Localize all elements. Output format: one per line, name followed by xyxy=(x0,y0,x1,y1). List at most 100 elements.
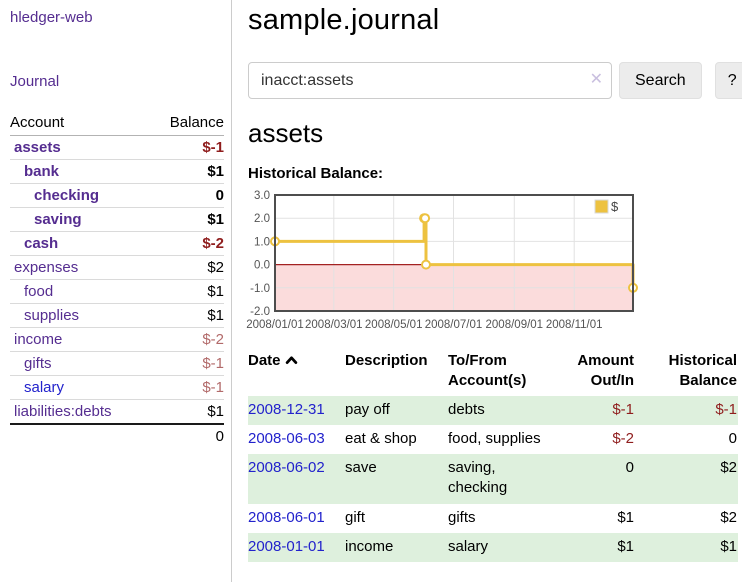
transaction-description: pay off xyxy=(345,400,390,418)
account-link[interactable]: salary xyxy=(24,379,65,396)
brand-link[interactable]: hledger-web xyxy=(10,9,93,26)
transaction-description: gift xyxy=(345,508,366,526)
account-link[interactable]: saving xyxy=(34,211,82,228)
account-row: assets $-1 xyxy=(10,136,224,160)
transaction-date-link[interactable]: 2008-06-01 xyxy=(248,508,325,526)
register-col-accounts: To/From Account(s) xyxy=(448,352,527,389)
transaction-balance: $2 xyxy=(720,508,737,526)
account-link[interactable]: checking xyxy=(34,187,100,204)
account-balance: $-1 xyxy=(202,139,224,156)
account-link[interactable]: bank xyxy=(24,163,60,180)
account-link[interactable]: assets xyxy=(14,139,61,156)
main-panel: sample.journal ✕ Search ? assets Histori… xyxy=(232,0,742,582)
svg-text:2008/09/01: 2008/09/01 xyxy=(486,319,544,331)
account-balance: $1 xyxy=(149,159,224,184)
account-row: income $-2 xyxy=(10,327,224,352)
transaction-date-link[interactable]: 2008-01-01 xyxy=(248,537,325,555)
svg-text:2008/03/01: 2008/03/01 xyxy=(305,319,363,331)
accounts-total-balance: 0 xyxy=(149,423,224,448)
historical-balance-chart: $3.0 2.0 1.0 0.0 -1.0 -2.0 2008/01/01 2008/03/0… xyxy=(246,190,742,340)
sidebar-item-journal[interactable]: Journal xyxy=(10,73,60,90)
accounts-header-row: Account Balance xyxy=(10,111,224,136)
accounts-col-balance: Balance xyxy=(149,111,224,136)
transaction-description: income xyxy=(345,537,394,555)
search-input[interactable] xyxy=(248,62,612,99)
account-row: supplies $1 xyxy=(10,303,224,328)
accounts-col-account: Account xyxy=(10,111,150,136)
account-row: bank $1 xyxy=(10,159,224,184)
search-button[interactable]: Search xyxy=(619,62,702,99)
help-button[interactable]: ? xyxy=(714,62,742,99)
search-box: ✕ xyxy=(248,62,612,99)
register-row: 2008-06-01 gift gifts $1 $2 xyxy=(248,504,738,533)
account-link[interactable]: income xyxy=(14,331,63,348)
register-row: 2008-06-03 eat & shop food, supplies $-2 0 xyxy=(248,425,738,454)
account-link[interactable]: supplies xyxy=(24,307,80,324)
svg-text:2008/01/01: 2008/01/01 xyxy=(246,319,304,331)
svg-text:2008/11/01: 2008/11/01 xyxy=(546,319,603,331)
transaction-accounts: saving, checking xyxy=(448,459,508,497)
account-link[interactable]: gifts xyxy=(24,355,52,372)
account-balance: $1 xyxy=(149,207,224,232)
transaction-date-link[interactable]: 2008-12-31 xyxy=(248,400,325,418)
svg-text:1.0: 1.0 xyxy=(254,236,270,248)
search-form: ✕ Search ? xyxy=(248,62,742,99)
account-balance: 0 xyxy=(149,183,224,208)
transaction-amount: $-2 xyxy=(612,429,634,447)
register-col-description: Description xyxy=(345,352,428,369)
account-heading: assets xyxy=(248,118,324,148)
account-link[interactable]: cash xyxy=(24,235,59,252)
register-row: 2008-12-31 pay off debts $-1 $-1 xyxy=(248,395,738,425)
transaction-amount: $1 xyxy=(617,537,634,555)
account-balance: $2 xyxy=(149,255,224,280)
transaction-balance: 0 xyxy=(728,429,737,447)
accounts-total-row: 0 xyxy=(10,423,224,448)
register-col-balance: Historical Balance xyxy=(668,352,737,389)
account-row: gifts $-1 xyxy=(10,351,224,376)
sort-asc-icon xyxy=(285,356,297,364)
account-link[interactable]: food xyxy=(24,283,54,300)
account-row: checking 0 xyxy=(10,183,224,208)
svg-text:$: $ xyxy=(611,199,619,214)
svg-text:3.0: 3.0 xyxy=(254,190,270,202)
account-row: expenses $2 xyxy=(10,255,224,280)
svg-text:0.0: 0.0 xyxy=(254,260,270,272)
transaction-amount: 0 xyxy=(625,459,634,477)
svg-text:2008/07/01: 2008/07/01 xyxy=(425,319,483,331)
account-row: salary $-1 xyxy=(10,375,224,400)
register-table: Date Description To/From Account(s) Amou… xyxy=(248,348,738,563)
account-balance: $1 xyxy=(149,399,224,424)
account-link[interactable]: expenses xyxy=(14,259,79,276)
transaction-description: save xyxy=(345,459,377,477)
account-balance: $1 xyxy=(149,279,224,304)
account-row: cash $-2 xyxy=(10,231,224,256)
clear-search-icon[interactable]: ✕ xyxy=(589,71,603,88)
account-row: liabilities:debts $1 xyxy=(10,399,224,424)
register-row: 2008-06-02 save saving, checking 0 $2 xyxy=(248,454,738,504)
svg-text:-2.0: -2.0 xyxy=(250,306,270,318)
transaction-date-link[interactable]: 2008-06-03 xyxy=(248,429,325,447)
accounts-table: Account Balance assets $-1 bank $1 checking 0… xyxy=(10,111,224,448)
register-header-row: Date Description To/From Account(s) Amou… xyxy=(248,348,738,396)
transaction-balance: $-1 xyxy=(715,400,737,418)
chart-title: Historical Balance: xyxy=(248,165,384,182)
transaction-accounts: salary xyxy=(448,537,489,555)
register-row: 2008-01-01 income salary $1 $1 xyxy=(248,532,738,563)
svg-text:-1.0: -1.0 xyxy=(250,283,270,295)
svg-text:2.0: 2.0 xyxy=(254,213,270,225)
transaction-date-link[interactable]: 2008-06-02 xyxy=(248,459,325,477)
account-link[interactable]: liabilities:debts xyxy=(14,403,112,420)
transaction-description: eat & shop xyxy=(345,429,417,447)
transaction-accounts: debts xyxy=(448,400,485,418)
account-balance: $-1 xyxy=(149,351,224,376)
transaction-balance: $2 xyxy=(720,459,737,477)
account-row: saving $1 xyxy=(10,207,224,232)
transaction-amount: $-1 xyxy=(612,400,634,418)
transaction-accounts: food, supplies xyxy=(448,429,541,447)
account-balance: $1 xyxy=(149,303,224,328)
account-balance: $-2 xyxy=(149,327,224,352)
register-col-date[interactable]: Date xyxy=(248,348,345,396)
account-balance: $-2 xyxy=(149,231,224,256)
sidebar: hledger-web Journal Account Balance asse… xyxy=(0,0,232,582)
